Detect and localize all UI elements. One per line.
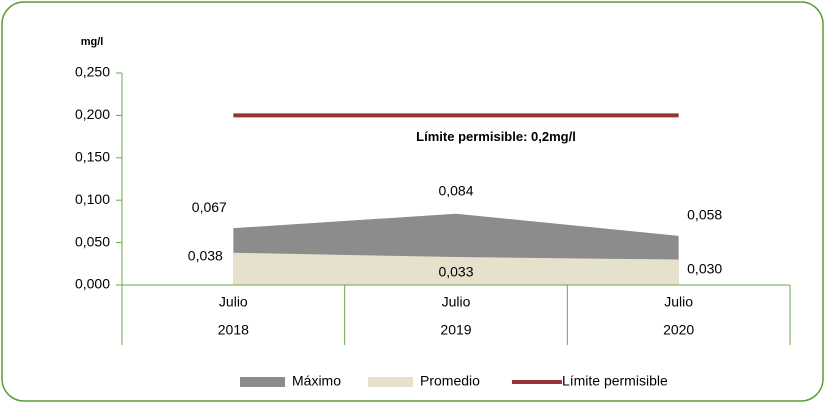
x-tick-label: Julio <box>442 294 471 310</box>
x-tick-label: 2018 <box>218 322 249 338</box>
x-tick-label: Julio <box>664 294 693 310</box>
data-label: 0,038 <box>188 247 223 263</box>
y-axis-label: mg/l <box>81 36 104 48</box>
data-label: 0,084 <box>438 182 473 198</box>
y-tick-label: 0,000 <box>75 276 110 292</box>
data-label: 0,030 <box>687 260 722 276</box>
data-label: 0,067 <box>192 199 227 215</box>
data-label: 0,033 <box>438 264 473 280</box>
legend-swatch <box>240 377 285 387</box>
x-tick-label: Julio <box>219 294 248 310</box>
legend-label: Promedio <box>420 373 480 389</box>
y-tick-label: 0,250 <box>75 64 110 80</box>
x-tick-label: 2019 <box>440 322 471 338</box>
x-tick-label: 2020 <box>663 322 694 338</box>
legend-label: Límite permisible <box>562 373 668 389</box>
y-tick-label: 0,150 <box>75 149 110 165</box>
area <box>233 252 679 285</box>
data-label: 0,058 <box>687 207 722 223</box>
legend-label: Máximo <box>292 373 341 389</box>
y-tick-label: 0,050 <box>75 233 110 249</box>
legend-swatch <box>368 377 414 387</box>
annotation: Límite permisible: 0,2mg/l <box>416 129 576 144</box>
y-tick-label: 0,100 <box>75 191 110 207</box>
y-tick-label: 0,200 <box>75 106 110 122</box>
